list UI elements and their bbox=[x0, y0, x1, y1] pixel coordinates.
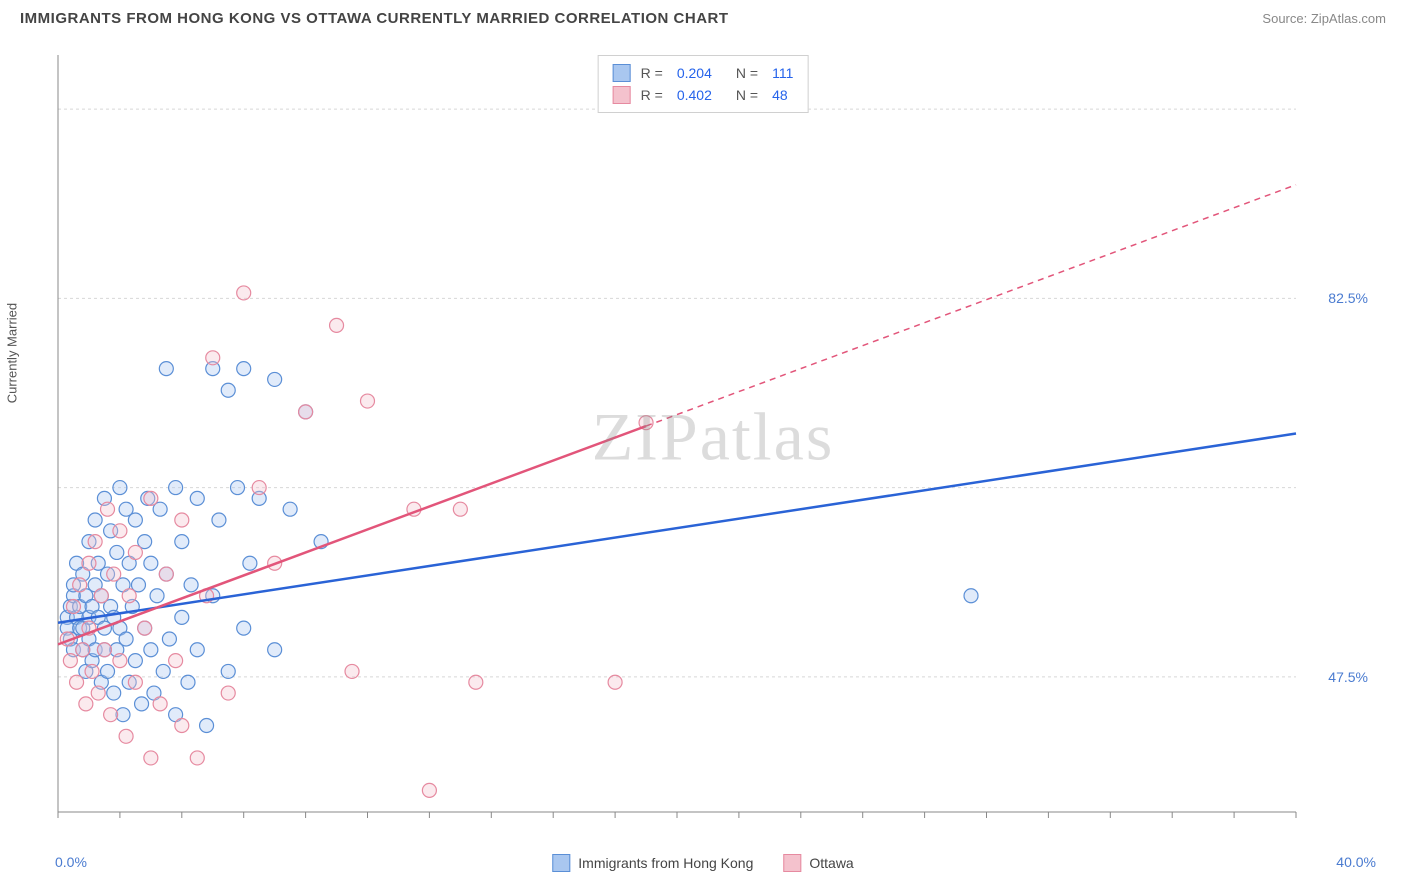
legend-series-label: Immigrants from Hong Kong bbox=[578, 855, 753, 871]
source-link[interactable]: ZipAtlas.com bbox=[1311, 11, 1386, 26]
legend-series: Immigrants from Hong Kong Ottawa bbox=[552, 854, 853, 872]
n-label: N = bbox=[736, 65, 758, 81]
legend-swatch bbox=[783, 854, 801, 872]
legend-correlation-row: R = 0.402 N = 48 bbox=[613, 84, 794, 106]
legend-swatch bbox=[552, 854, 570, 872]
legend-series-item: Immigrants from Hong Kong bbox=[552, 854, 753, 872]
legend-series-label: Ottawa bbox=[809, 855, 853, 871]
r-value: 0.402 bbox=[677, 87, 712, 103]
chart-title: IMMIGRANTS FROM HONG KONG VS OTTAWA CURR… bbox=[20, 10, 729, 27]
source-attribution: Source: ZipAtlas.com bbox=[1262, 11, 1386, 26]
legend-correlation-box: R = 0.204 N = 111 R = 0.402 N = 48 bbox=[598, 55, 809, 113]
r-value: 0.204 bbox=[677, 65, 712, 81]
legend-series-item: Ottawa bbox=[783, 854, 853, 872]
legend-swatch bbox=[613, 64, 631, 82]
legend-correlation-row: R = 0.204 N = 111 bbox=[613, 62, 794, 84]
r-label: R = bbox=[641, 65, 663, 81]
n-label: N = bbox=[736, 87, 758, 103]
legend-swatch bbox=[613, 86, 631, 104]
y-tick-label: 82.5% bbox=[1328, 290, 1368, 306]
chart-plot-area: ZIPatlas bbox=[50, 50, 1376, 832]
n-value: 111 bbox=[772, 65, 793, 81]
scatter-chart-svg bbox=[50, 50, 1376, 832]
r-label: R = bbox=[641, 87, 663, 103]
n-value: 48 bbox=[772, 87, 788, 103]
x-axis-min-label: 0.0% bbox=[55, 854, 87, 870]
x-axis-max-label: 40.0% bbox=[1336, 854, 1376, 870]
y-tick-label: 47.5% bbox=[1328, 669, 1368, 685]
y-axis-label: Currently Married bbox=[5, 303, 20, 403]
